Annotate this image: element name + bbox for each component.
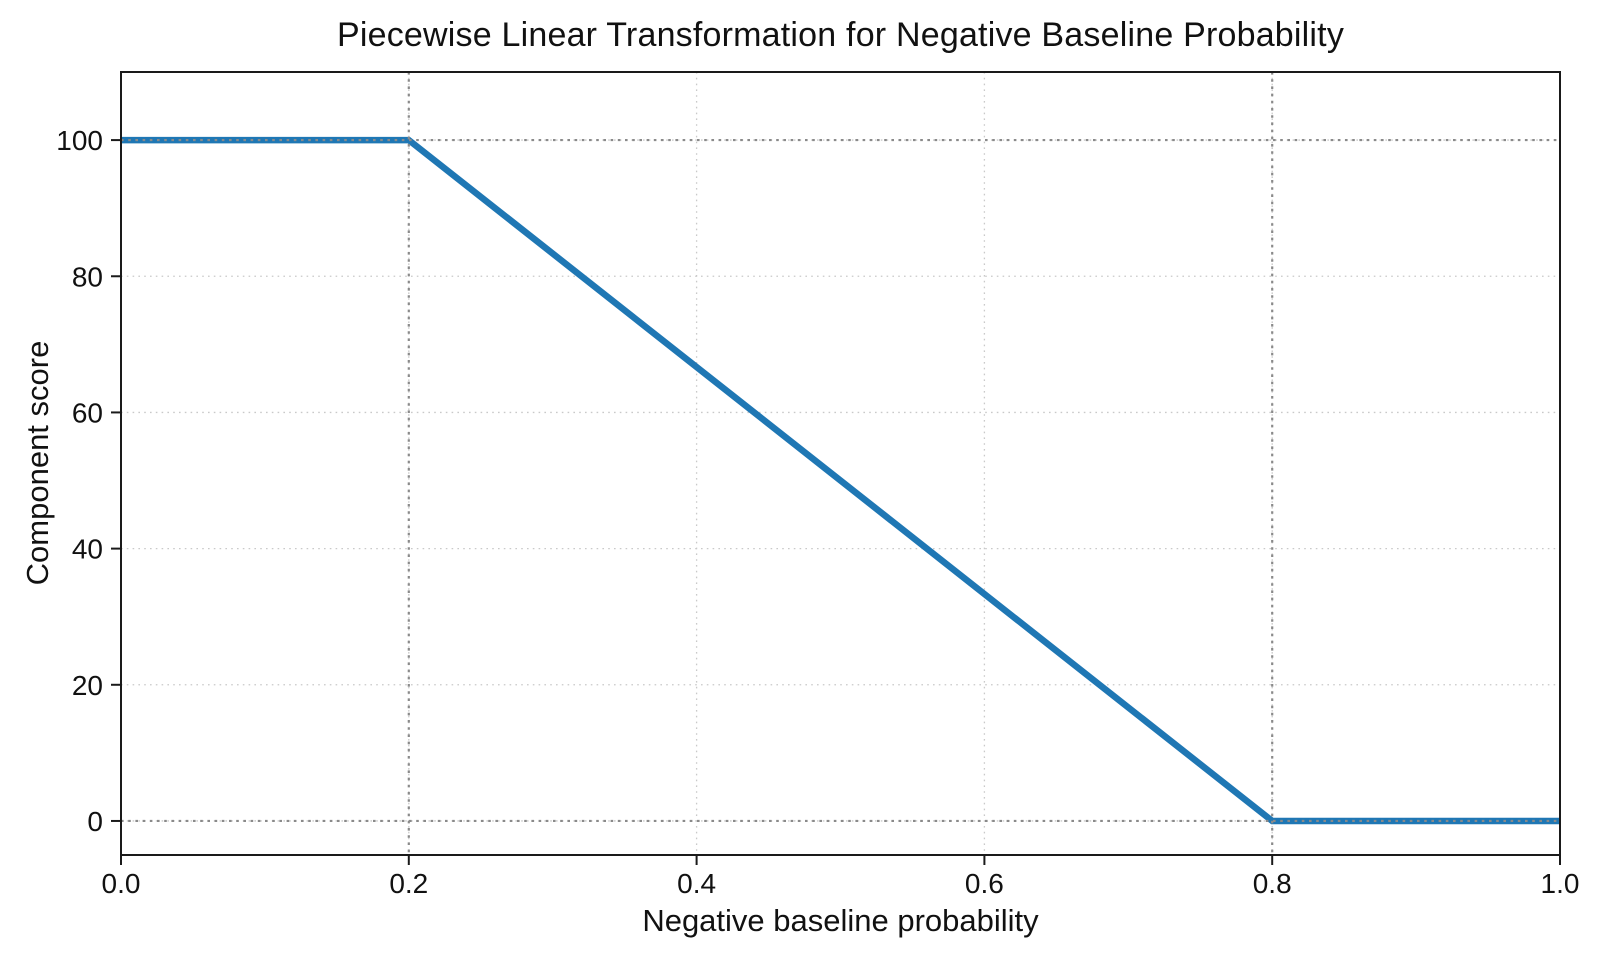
y-tick-label: 100 <box>56 125 103 156</box>
y-tick-label: 60 <box>72 397 103 428</box>
x-tick-label: 0.0 <box>102 868 141 899</box>
axis-ticks <box>111 139 1561 865</box>
tick-labels: 0.0 0.2 0.4 0.6 0.8 1.0 0 20 40 60 80 100 <box>56 125 1579 899</box>
chart-title: Piecewise Linear Transformation for Nega… <box>336 16 1345 54</box>
x-axis-label: Negative baseline probability <box>642 903 1039 938</box>
reference-lines <box>121 72 1560 855</box>
x-tick-label: 1.0 <box>1541 868 1580 899</box>
y-tick-label: 0 <box>87 806 103 837</box>
x-tick-label: 0.2 <box>389 868 428 899</box>
plot-border <box>120 71 1561 856</box>
y-tick-label: 80 <box>72 261 103 292</box>
gridlines <box>120 72 1561 855</box>
y-tick-label: 40 <box>72 534 103 565</box>
series-line-component-score <box>121 136 1560 825</box>
y-tick-label: 20 <box>72 670 103 701</box>
x-tick-label: 0.6 <box>965 868 1004 899</box>
x-tick-label: 0.8 <box>1253 868 1292 899</box>
x-tick-label: 0.4 <box>677 868 716 899</box>
